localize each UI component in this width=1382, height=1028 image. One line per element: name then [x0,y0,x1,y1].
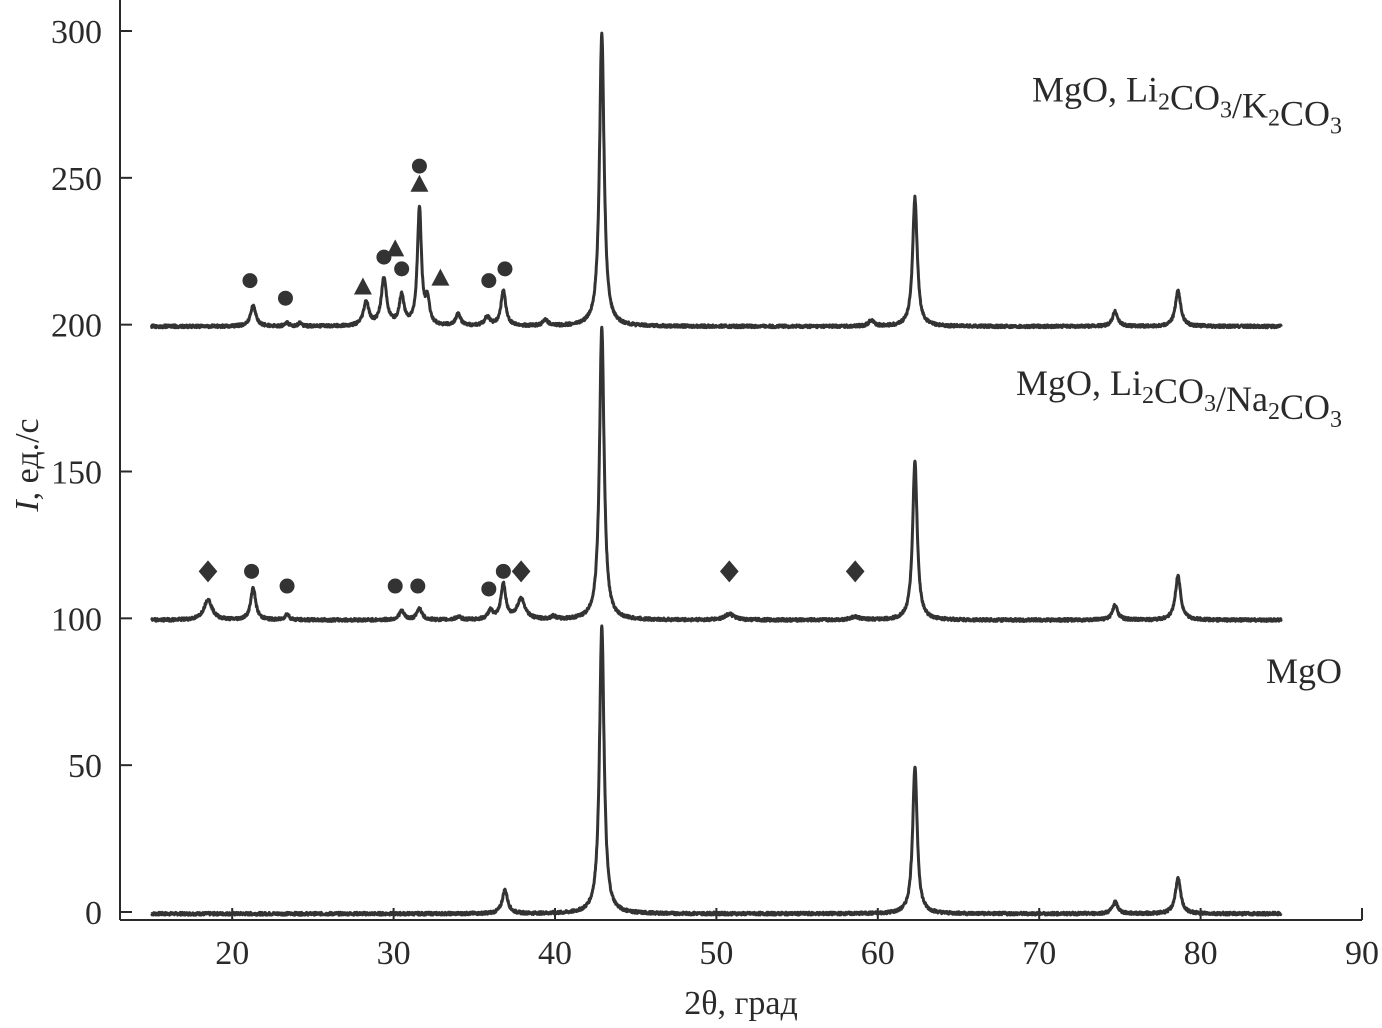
triangle-marker [410,175,428,192]
circle-marker [412,159,427,174]
circle-marker [244,564,259,579]
diamond-marker [199,560,218,582]
traces [152,33,1282,915]
circle-marker [497,261,512,276]
triangle-marker [431,269,449,286]
y-axis-label: I, ед./с [9,418,46,512]
circle-marker [410,579,425,594]
circle-marker [481,273,496,288]
series-labels: MgO MgO, Li2CO3/Na2CO3 MgO, Li2CO3/K2CO3 [1016,69,1342,690]
circle-marker [280,579,295,594]
y-tick-label: 150 [51,455,102,492]
circle-marker [278,291,293,306]
series-label-1: MgO, Li2CO3/Na2CO3 [1016,363,1342,433]
diamond-marker [846,560,865,582]
circle-marker [388,579,403,594]
y-tick-label: 200 [51,308,102,345]
series-label-2: MgO, Li2CO3/K2CO3 [1032,69,1342,139]
y-tick-label: 0 [85,895,102,932]
x-tick-label: 90 [1345,935,1379,972]
triangle-marker [354,277,372,294]
x-axis-label: 2θ, град [684,985,798,1022]
y-axis-label-unit: , ед./с [9,418,46,500]
y-tick-label: 300 [51,14,102,51]
x-tick-label: 50 [699,935,733,972]
x-tick-label: 80 [1184,935,1218,972]
diamond-marker [512,560,531,582]
x-tick-label: 40 [538,935,572,972]
circle-marker [394,261,409,276]
triangle-marker [386,239,404,256]
x-tick-label: 70 [1022,935,1056,972]
circle-marker [242,273,257,288]
x-tick-label: 60 [861,935,895,972]
diamond-marker [720,560,739,582]
y-tick-label: 50 [68,748,102,785]
xrd-trace-0 [152,626,1282,915]
y-tick-label: 100 [51,601,102,638]
circle-marker [481,581,496,596]
axes: 0 50 100 150 200 250 300 20 30 40 50 60 70 80 90 [51,0,1379,972]
x-tick-label: 20 [215,935,249,972]
y-tick-label: 250 [51,161,102,198]
peak-markers [199,159,865,597]
series-label-0: MgO [1266,651,1342,691]
x-tick-label: 30 [377,935,411,972]
circle-marker [496,564,511,579]
